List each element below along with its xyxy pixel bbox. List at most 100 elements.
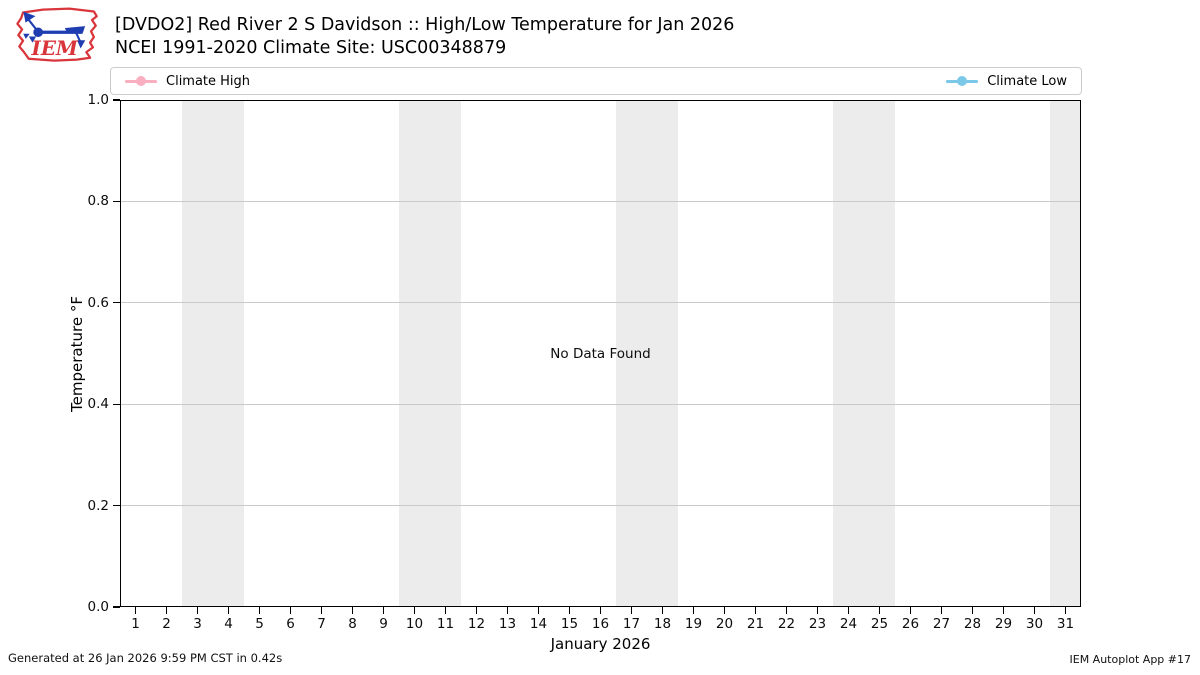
x-tick-label: 9: [379, 616, 388, 632]
x-tick-mark: [568, 607, 571, 614]
x-tick-label: 26: [901, 616, 920, 632]
x-tick-label: 12: [467, 616, 486, 632]
x-tick-mark: [537, 607, 540, 614]
chart-subtitle: NCEI 1991-2020 Climate Site: USC00348879: [115, 38, 507, 58]
x-tick-mark: [1033, 607, 1036, 614]
x-tick-mark: [351, 607, 354, 614]
generated-timestamp: Generated at 26 Jan 2026 9:59 PM CST in …: [8, 651, 283, 665]
x-tick-label: 11: [436, 616, 455, 632]
legend: Climate High Climate Low: [110, 67, 1082, 95]
x-tick-label: 13: [498, 616, 517, 632]
x-tick-label: 15: [560, 616, 579, 632]
x-tick-mark: [909, 607, 912, 614]
x-tick-label: 4: [224, 616, 233, 632]
y-tick-label: 0.0: [87, 599, 109, 615]
x-tick-mark: [785, 607, 788, 614]
x-tick-mark: [692, 607, 695, 614]
x-tick-label: 18: [653, 616, 672, 632]
app-credit: IEM Autoplot App #17: [1069, 653, 1192, 666]
y-gridline: [120, 505, 1081, 507]
iem-logo-icon: IEM: [16, 7, 98, 62]
y-tick-label: 0.6: [87, 294, 109, 311]
x-tick-label: 5: [255, 616, 264, 632]
x-tick-mark: [754, 607, 757, 614]
x-tick-mark: [1064, 607, 1067, 614]
y-gridline: [120, 302, 1081, 304]
weekend-shading-band: [399, 100, 461, 607]
x-tick-label: 14: [529, 616, 548, 632]
x-tick-label: 23: [808, 616, 827, 632]
y-tick-mark: [113, 99, 120, 101]
x-tick-mark: [258, 607, 261, 614]
x-tick-label: 3: [193, 616, 202, 632]
weekend-shading-band: [182, 100, 244, 607]
x-tick-mark: [816, 607, 819, 614]
x-tick-label: 24: [839, 616, 858, 632]
x-tick-label: 2: [162, 616, 171, 632]
x-tick-label: 10: [405, 616, 424, 632]
x-tick-label: 20: [715, 616, 734, 632]
x-tick-label: 29: [994, 616, 1013, 632]
y-tick-mark: [113, 200, 120, 202]
title-block: [DVDO2] Red River 2 S Davidson :: High/L…: [115, 14, 734, 60]
x-tick-mark: [878, 607, 881, 614]
iowa-outline-icon: [16, 7, 98, 62]
x-tick-mark: [320, 607, 323, 614]
x-tick-mark: [723, 607, 726, 614]
x-tick-mark: [847, 607, 850, 614]
x-tick-label: 17: [622, 616, 641, 632]
x-tick-mark: [165, 607, 168, 614]
x-tick-mark: [506, 607, 509, 614]
legend-label-climate-high: Climate High: [166, 73, 251, 89]
weathervane-icon: [23, 11, 86, 49]
y-tick-label: 0.8: [87, 193, 109, 210]
y-tick-mark: [113, 403, 120, 405]
y-tick-label: 1.0: [87, 92, 109, 108]
x-tick-mark: [630, 607, 633, 614]
x-tick-mark: [196, 607, 199, 614]
y-tick-label: 0.2: [87, 497, 109, 514]
legend-label-climate-low: Climate Low: [987, 73, 1067, 89]
x-tick-label: 25: [870, 616, 889, 632]
x-tick-label: 31: [1056, 616, 1075, 632]
x-tick-mark: [289, 607, 292, 614]
legend-entry-climate-high: Climate High: [125, 74, 250, 89]
x-tick-label: 21: [746, 616, 765, 632]
x-tick-mark: [413, 607, 416, 614]
x-tick-label: 6: [286, 616, 295, 632]
weekend-shading-band: [833, 100, 895, 607]
x-tick-label: 16: [591, 616, 610, 632]
x-tick-mark: [444, 607, 447, 614]
plot-area: [120, 100, 1081, 607]
weekend-shading-band: [1050, 100, 1081, 607]
x-tick-mark: [1002, 607, 1005, 614]
x-tick-mark: [971, 607, 974, 614]
x-tick-mark: [382, 607, 385, 614]
x-tick-label: 8: [348, 616, 357, 632]
x-tick-label: 30: [1025, 616, 1044, 632]
y-gridline: [120, 200, 1081, 202]
climate-low-marker-icon: [946, 76, 979, 87]
y-axis-label: Temperature °F: [68, 295, 86, 412]
y-tick-mark: [113, 505, 120, 507]
x-tick-mark: [227, 607, 230, 614]
x-tick-mark: [599, 607, 602, 614]
x-tick-label: 22: [777, 616, 796, 632]
weekend-shading-band: [616, 100, 678, 607]
x-tick-label: 19: [684, 616, 703, 632]
y-gridline: [120, 403, 1081, 405]
x-tick-label: 27: [932, 616, 951, 632]
x-tick-label: 7: [317, 616, 326, 632]
x-tick-mark: [661, 607, 664, 614]
x-tick-label: 28: [963, 616, 982, 632]
x-axis-label: January 2026: [550, 635, 651, 653]
legend-entry-climate-low: Climate Low: [946, 74, 1067, 89]
chart-title: [DVDO2] Red River 2 S Davidson :: High/L…: [115, 15, 735, 35]
x-tick-mark: [940, 607, 943, 614]
y-tick-label: 0.4: [87, 396, 109, 413]
no-data-annotation: No Data Found: [550, 345, 651, 362]
x-tick-mark: [134, 607, 137, 614]
y-tick-mark: [113, 606, 120, 608]
x-tick-label: 1: [131, 616, 140, 632]
